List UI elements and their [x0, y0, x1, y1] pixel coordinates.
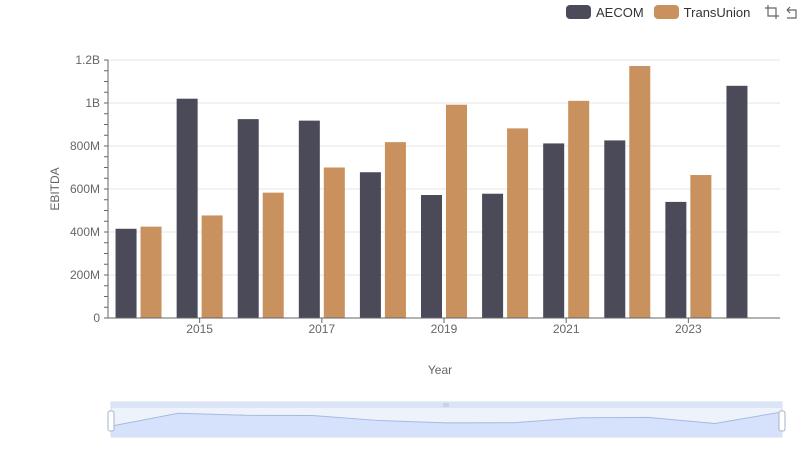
legend: AECOM TransUnion	[566, 4, 800, 20]
bar-transunion-2023[interactable]	[690, 175, 712, 318]
bar-aecom-2018[interactable]	[359, 172, 381, 318]
y-tick-label: 800M	[70, 139, 100, 153]
x-tick-label: 2023	[675, 322, 702, 336]
bar-transunion-2015[interactable]	[201, 215, 223, 318]
undo-arrow-icon[interactable]	[784, 4, 800, 20]
legend-swatch-aecom	[566, 5, 591, 19]
datazoom-handle-right[interactable]	[778, 410, 786, 432]
bar-transunion-2018[interactable]	[384, 142, 406, 318]
bar-aecom-2022[interactable]	[604, 140, 626, 318]
bar-transunion-2016[interactable]	[262, 192, 284, 318]
legend-swatch-transunion	[653, 5, 679, 19]
y-tick-label: 0	[93, 311, 100, 325]
datazoom-top-bar[interactable]	[111, 402, 782, 408]
y-tick-label: 600M	[70, 182, 100, 196]
datazoom-preview-area	[111, 412, 782, 437]
x-tick-label: 2019	[431, 322, 458, 336]
legend-item-transunion[interactable]: TransUnion	[653, 4, 751, 20]
bar-aecom-2016[interactable]	[237, 119, 259, 318]
bar-aecom-2017[interactable]	[298, 120, 320, 318]
y-tick-label: 1B	[85, 96, 100, 110]
x-tick-label: 2015	[186, 322, 213, 336]
x-tick-label: 2017	[308, 322, 335, 336]
x-axis-label: Year	[428, 363, 452, 377]
legend-label-transunion: TransUnion	[683, 4, 751, 20]
datazoom-handle-left[interactable]	[107, 410, 115, 432]
grip-icon[interactable]	[443, 403, 449, 407]
x-tick-label: 2021	[553, 322, 580, 336]
bar-transunion-2022[interactable]	[629, 66, 651, 319]
bar-aecom-2019[interactable]	[421, 195, 442, 318]
bar-aecom-2014[interactable]	[115, 228, 137, 318]
bar-transunion-2019[interactable]	[446, 104, 467, 318]
bar-transunion-2020[interactable]	[507, 128, 529, 318]
bar-transunion-2017[interactable]	[323, 167, 345, 319]
bars	[115, 66, 748, 319]
datazoom-preview-line	[110, 411, 783, 427]
y-axis-label: EBITDA	[48, 167, 62, 210]
datazoom-slider[interactable]	[107, 401, 786, 438]
y-axis: 0 200M 400M 600M 800M 1B 1.2B	[70, 53, 109, 325]
y-tick-label: 200M	[70, 268, 100, 282]
crosshair-zoom-icon[interactable]	[764, 4, 780, 20]
y-tick-label: 1.2B	[75, 53, 100, 67]
bar-aecom-2021[interactable]	[543, 143, 565, 318]
x-axis: 2015 2017 2019 2021 2023	[108, 317, 780, 336]
bar-transunion-2014[interactable]	[140, 226, 162, 318]
legend-item-aecom[interactable]: AECOM	[566, 5, 644, 20]
bar-transunion-2021[interactable]	[568, 100, 590, 318]
bar-aecom-2023[interactable]	[665, 201, 687, 318]
bar-aecom-2024[interactable]	[726, 85, 748, 318]
bar-aecom-2015[interactable]	[176, 98, 198, 318]
y-tick-label: 400M	[70, 225, 100, 239]
bar-aecom-2020[interactable]	[482, 193, 504, 318]
legend-label-aecom: AECOM	[596, 4, 644, 20]
